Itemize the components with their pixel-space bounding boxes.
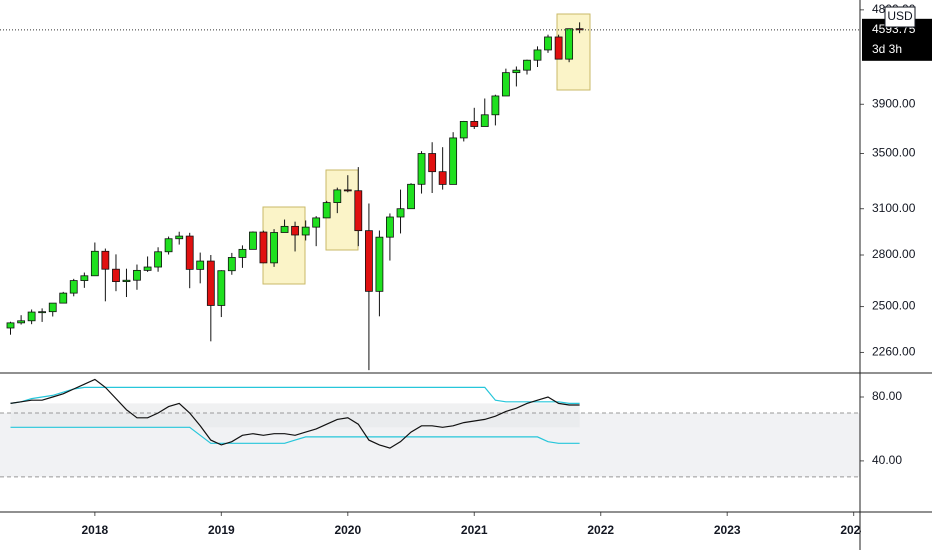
candle-body <box>90 250 99 277</box>
candle-body <box>175 235 184 240</box>
candle-body <box>554 36 563 60</box>
y-tick-label: 3100.00 <box>872 201 916 215</box>
candle-body <box>112 268 120 283</box>
x-tick-label: 2018 <box>82 523 109 537</box>
currency-label: USD <box>887 9 913 23</box>
candle-body <box>544 36 552 51</box>
candle-body <box>6 322 15 329</box>
candle-body <box>301 226 310 236</box>
x-tick-label: 2019 <box>208 523 235 537</box>
candle-body <box>491 95 500 116</box>
candle-body <box>227 257 236 272</box>
candle-body <box>164 238 173 253</box>
candle-body <box>249 231 257 250</box>
indicator-line <box>10 386 580 404</box>
highlight-box <box>262 206 306 285</box>
x-tick-label: 2021 <box>461 523 488 537</box>
candle-body <box>501 72 510 97</box>
candle-body <box>59 292 68 304</box>
candle-body <box>343 189 352 192</box>
candle-body <box>312 217 321 228</box>
candle-body <box>206 260 215 306</box>
indicator-line <box>10 426 580 444</box>
candle-body <box>291 225 299 236</box>
channel-fill <box>10 403 580 428</box>
candle-body <box>438 171 447 185</box>
candle-body <box>38 311 47 314</box>
candle-body <box>217 270 226 306</box>
candle-body <box>196 260 205 270</box>
candle-body <box>238 248 247 258</box>
candle-body <box>154 251 162 268</box>
candle-body <box>480 114 489 127</box>
candle-body <box>185 235 194 270</box>
highlight-box <box>325 169 359 251</box>
candle-body <box>322 202 331 219</box>
candle-body <box>48 302 57 313</box>
currency-box <box>884 6 916 28</box>
candle-body <box>428 153 437 173</box>
candle-body <box>417 153 426 185</box>
candle-body <box>69 280 78 294</box>
candle-body <box>449 137 458 185</box>
x-tick-label: 2020 <box>334 523 361 537</box>
candle-body <box>133 269 141 281</box>
indicator-line <box>10 378 580 449</box>
candle-body <box>459 121 468 139</box>
candle-body <box>80 275 89 281</box>
candle-body <box>407 183 415 210</box>
candle-body <box>565 28 574 60</box>
candle-body <box>375 236 384 292</box>
y-tick-label: 2800.00 <box>872 247 916 261</box>
y-tick-label: 40.00 <box>872 453 902 467</box>
candle-body <box>386 216 394 238</box>
countdown-label: 3d 3h <box>872 42 902 56</box>
candle-body <box>523 59 531 71</box>
candle-body <box>101 250 110 270</box>
candle-body <box>17 320 26 324</box>
candle-body <box>143 266 152 271</box>
candle-body <box>270 232 278 264</box>
y-tick-label: 2500.00 <box>872 299 916 313</box>
candle-body <box>333 189 342 203</box>
y-tick-label: 2260.00 <box>872 345 916 359</box>
x-tick-label: 2024 <box>840 523 867 537</box>
candle-body <box>533 49 542 61</box>
candle-body <box>512 69 521 74</box>
candle-body <box>122 279 131 283</box>
candle-body <box>365 230 373 292</box>
candle-body <box>470 121 479 127</box>
candle-body <box>396 208 405 218</box>
y-tick-label: 3900.00 <box>872 96 916 110</box>
axis-corner <box>861 513 932 550</box>
y-tick-label: 80.00 <box>872 389 902 403</box>
candle-body <box>280 225 289 233</box>
candle-body <box>354 190 363 232</box>
candle-body <box>259 231 268 264</box>
y-tick-label: 3500.00 <box>872 146 916 160</box>
x-tick-label: 2022 <box>587 523 614 537</box>
candle-body <box>27 311 36 322</box>
axis-panel <box>860 0 932 372</box>
x-tick-label: 2023 <box>714 523 741 537</box>
